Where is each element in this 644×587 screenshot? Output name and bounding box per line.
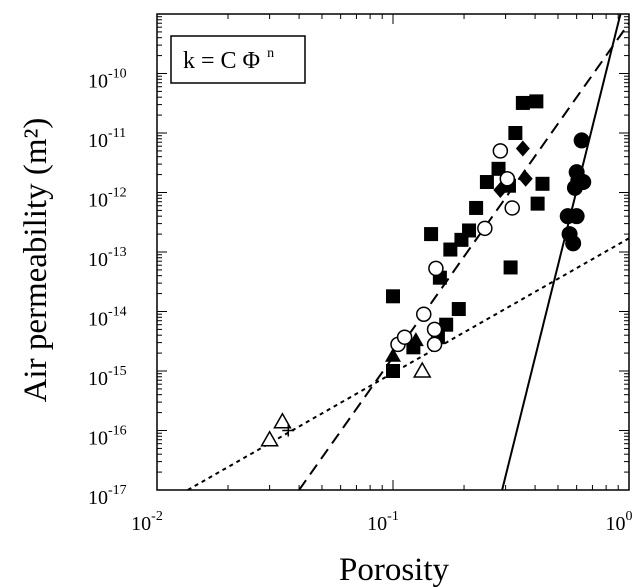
filled-square-point xyxy=(386,364,400,378)
filled-square-point xyxy=(462,223,477,238)
open-circle-point xyxy=(477,220,493,237)
open-circle-point xyxy=(396,329,413,345)
y-tick-label: 10-12 xyxy=(88,186,127,212)
data-markers xyxy=(260,94,592,447)
filled-square-point xyxy=(515,95,530,110)
y-tick-label: 10-11 xyxy=(88,126,126,152)
filled-square-point xyxy=(530,196,545,211)
filled-square-point xyxy=(386,289,400,304)
y-tick-label: 10-13 xyxy=(88,245,127,271)
open-triangle-point xyxy=(260,430,279,447)
filled-diamond-point xyxy=(518,170,533,187)
open-circle-point xyxy=(499,171,516,187)
filled-square-point xyxy=(529,94,544,109)
plot-border xyxy=(156,13,630,491)
y-tick-label: 10-10 xyxy=(88,67,127,93)
annotation-superscript: n xyxy=(267,46,274,61)
filled-triangle-point xyxy=(407,332,424,347)
plus-point xyxy=(282,424,295,437)
y-tick-label: 10-14 xyxy=(88,305,127,331)
annotation-text: k = C Φ xyxy=(183,48,260,74)
fit-lines xyxy=(187,14,629,490)
filled-circle-point xyxy=(575,174,592,191)
annotation-box: k = C Φ n xyxy=(170,35,306,84)
open-circle-point xyxy=(504,200,520,216)
y-tick-label: 10-15 xyxy=(88,364,127,390)
filled-square-point xyxy=(535,176,550,191)
open-circle-point xyxy=(426,321,443,338)
open-triangle-point xyxy=(273,412,292,429)
y-tick-label: 10-17 xyxy=(88,483,127,509)
filled-circle-point xyxy=(565,235,582,252)
plot-frame xyxy=(156,13,630,491)
x-axis-title: Porosity xyxy=(339,552,450,587)
open-circle-point xyxy=(492,143,509,159)
filled-square-point xyxy=(503,260,518,275)
filled-square-point xyxy=(469,200,484,215)
y-tick-label: 10-16 xyxy=(88,424,127,450)
open-circle-point xyxy=(426,336,443,353)
svg-text:k = C Φn: k = C Φ n xyxy=(183,46,274,74)
filled-circle-point xyxy=(568,208,585,225)
filled-square-point xyxy=(443,242,458,257)
filled-square-point xyxy=(491,161,506,176)
x-tick-label: 10-1 xyxy=(367,509,399,535)
filled-circle-point xyxy=(573,132,590,149)
open-triangle-point xyxy=(412,361,432,378)
y-axis-title: Air permeability (m²) xyxy=(18,118,54,403)
open-circle-point xyxy=(416,306,432,322)
filled-square-point xyxy=(479,175,494,190)
filled-diamond-point xyxy=(515,140,530,157)
filled-square-point xyxy=(508,126,523,140)
fit-line-long-dash xyxy=(298,22,629,490)
filled-triangle-point xyxy=(385,347,401,362)
filled-square-point xyxy=(439,317,454,332)
filled-diamond-point xyxy=(493,182,508,199)
x-tick-label: 10-2 xyxy=(131,509,163,535)
filled-square-point xyxy=(424,227,439,242)
tick-labels: 10-2 10-1 100 10-17 10-16 10-15 10-14 10-13 10-1… xyxy=(88,67,633,536)
open-circle-point xyxy=(428,260,444,277)
axis-ticks xyxy=(156,14,629,491)
fit-line-short-dash xyxy=(187,237,629,490)
filled-square-point xyxy=(451,302,466,317)
x-tick-label: 100 xyxy=(606,509,633,535)
fit-line-solid xyxy=(501,14,622,490)
